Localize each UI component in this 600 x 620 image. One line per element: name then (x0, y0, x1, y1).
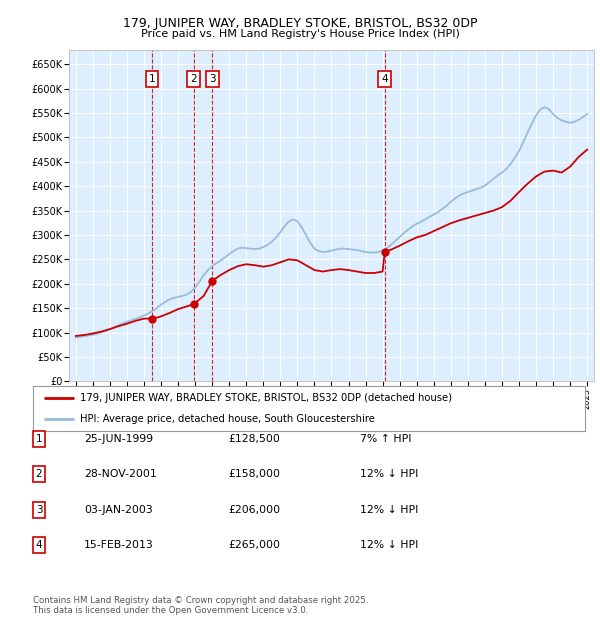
Text: £206,000: £206,000 (228, 505, 280, 515)
Text: 7% ↑ HPI: 7% ↑ HPI (360, 434, 412, 444)
Text: HPI: Average price, detached house, South Gloucestershire: HPI: Average price, detached house, Sout… (80, 414, 375, 424)
Text: 15-FEB-2013: 15-FEB-2013 (84, 540, 154, 550)
Text: 28-NOV-2001: 28-NOV-2001 (84, 469, 157, 479)
Text: Contains HM Land Registry data © Crown copyright and database right 2025.
This d: Contains HM Land Registry data © Crown c… (33, 596, 368, 615)
Text: 2: 2 (35, 469, 43, 479)
Text: Price paid vs. HM Land Registry's House Price Index (HPI): Price paid vs. HM Land Registry's House … (140, 29, 460, 39)
Text: 1: 1 (149, 74, 155, 84)
Text: £265,000: £265,000 (228, 540, 280, 550)
Text: £158,000: £158,000 (228, 469, 280, 479)
Text: 12% ↓ HPI: 12% ↓ HPI (360, 505, 418, 515)
Text: 179, JUNIPER WAY, BRADLEY STOKE, BRISTOL, BS32 0DP: 179, JUNIPER WAY, BRADLEY STOKE, BRISTOL… (123, 17, 477, 30)
Text: 4: 4 (35, 540, 43, 550)
Text: 1: 1 (35, 434, 43, 444)
Text: 12% ↓ HPI: 12% ↓ HPI (360, 469, 418, 479)
Text: 3: 3 (35, 505, 43, 515)
Text: 25-JUN-1999: 25-JUN-1999 (84, 434, 153, 444)
Text: 179, JUNIPER WAY, BRADLEY STOKE, BRISTOL, BS32 0DP (detached house): 179, JUNIPER WAY, BRADLEY STOKE, BRISTOL… (80, 393, 452, 404)
Text: 03-JAN-2003: 03-JAN-2003 (84, 505, 153, 515)
Text: 3: 3 (209, 74, 215, 84)
Text: 4: 4 (382, 74, 388, 84)
Text: £128,500: £128,500 (228, 434, 280, 444)
Text: 12% ↓ HPI: 12% ↓ HPI (360, 540, 418, 550)
Text: 2: 2 (190, 74, 197, 84)
